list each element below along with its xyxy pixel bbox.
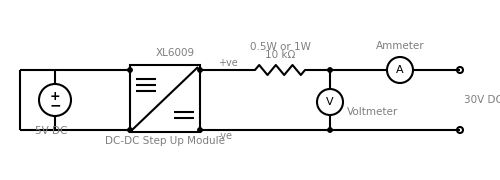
FancyBboxPatch shape bbox=[130, 65, 200, 132]
Text: XL6009: XL6009 bbox=[156, 48, 195, 58]
Text: A: A bbox=[396, 65, 404, 75]
Text: 5V DC: 5V DC bbox=[35, 126, 67, 136]
Circle shape bbox=[198, 68, 202, 72]
Text: Ammeter: Ammeter bbox=[376, 41, 424, 51]
Text: +ve: +ve bbox=[218, 58, 238, 68]
Text: 10 kΩ: 10 kΩ bbox=[265, 50, 295, 60]
Text: V: V bbox=[326, 97, 334, 107]
Circle shape bbox=[328, 128, 332, 132]
Text: Voltmeter: Voltmeter bbox=[347, 107, 398, 117]
Text: 30V DC: 30V DC bbox=[464, 95, 500, 105]
Circle shape bbox=[328, 68, 332, 72]
Circle shape bbox=[128, 128, 132, 132]
Text: +: + bbox=[50, 89, 60, 102]
Text: 0.5W or 1W: 0.5W or 1W bbox=[250, 42, 310, 52]
Text: -ve: -ve bbox=[218, 131, 233, 141]
Circle shape bbox=[198, 128, 202, 132]
Circle shape bbox=[128, 68, 132, 72]
Text: −: − bbox=[49, 98, 61, 112]
Text: DC-DC Step Up Module: DC-DC Step Up Module bbox=[105, 136, 225, 146]
